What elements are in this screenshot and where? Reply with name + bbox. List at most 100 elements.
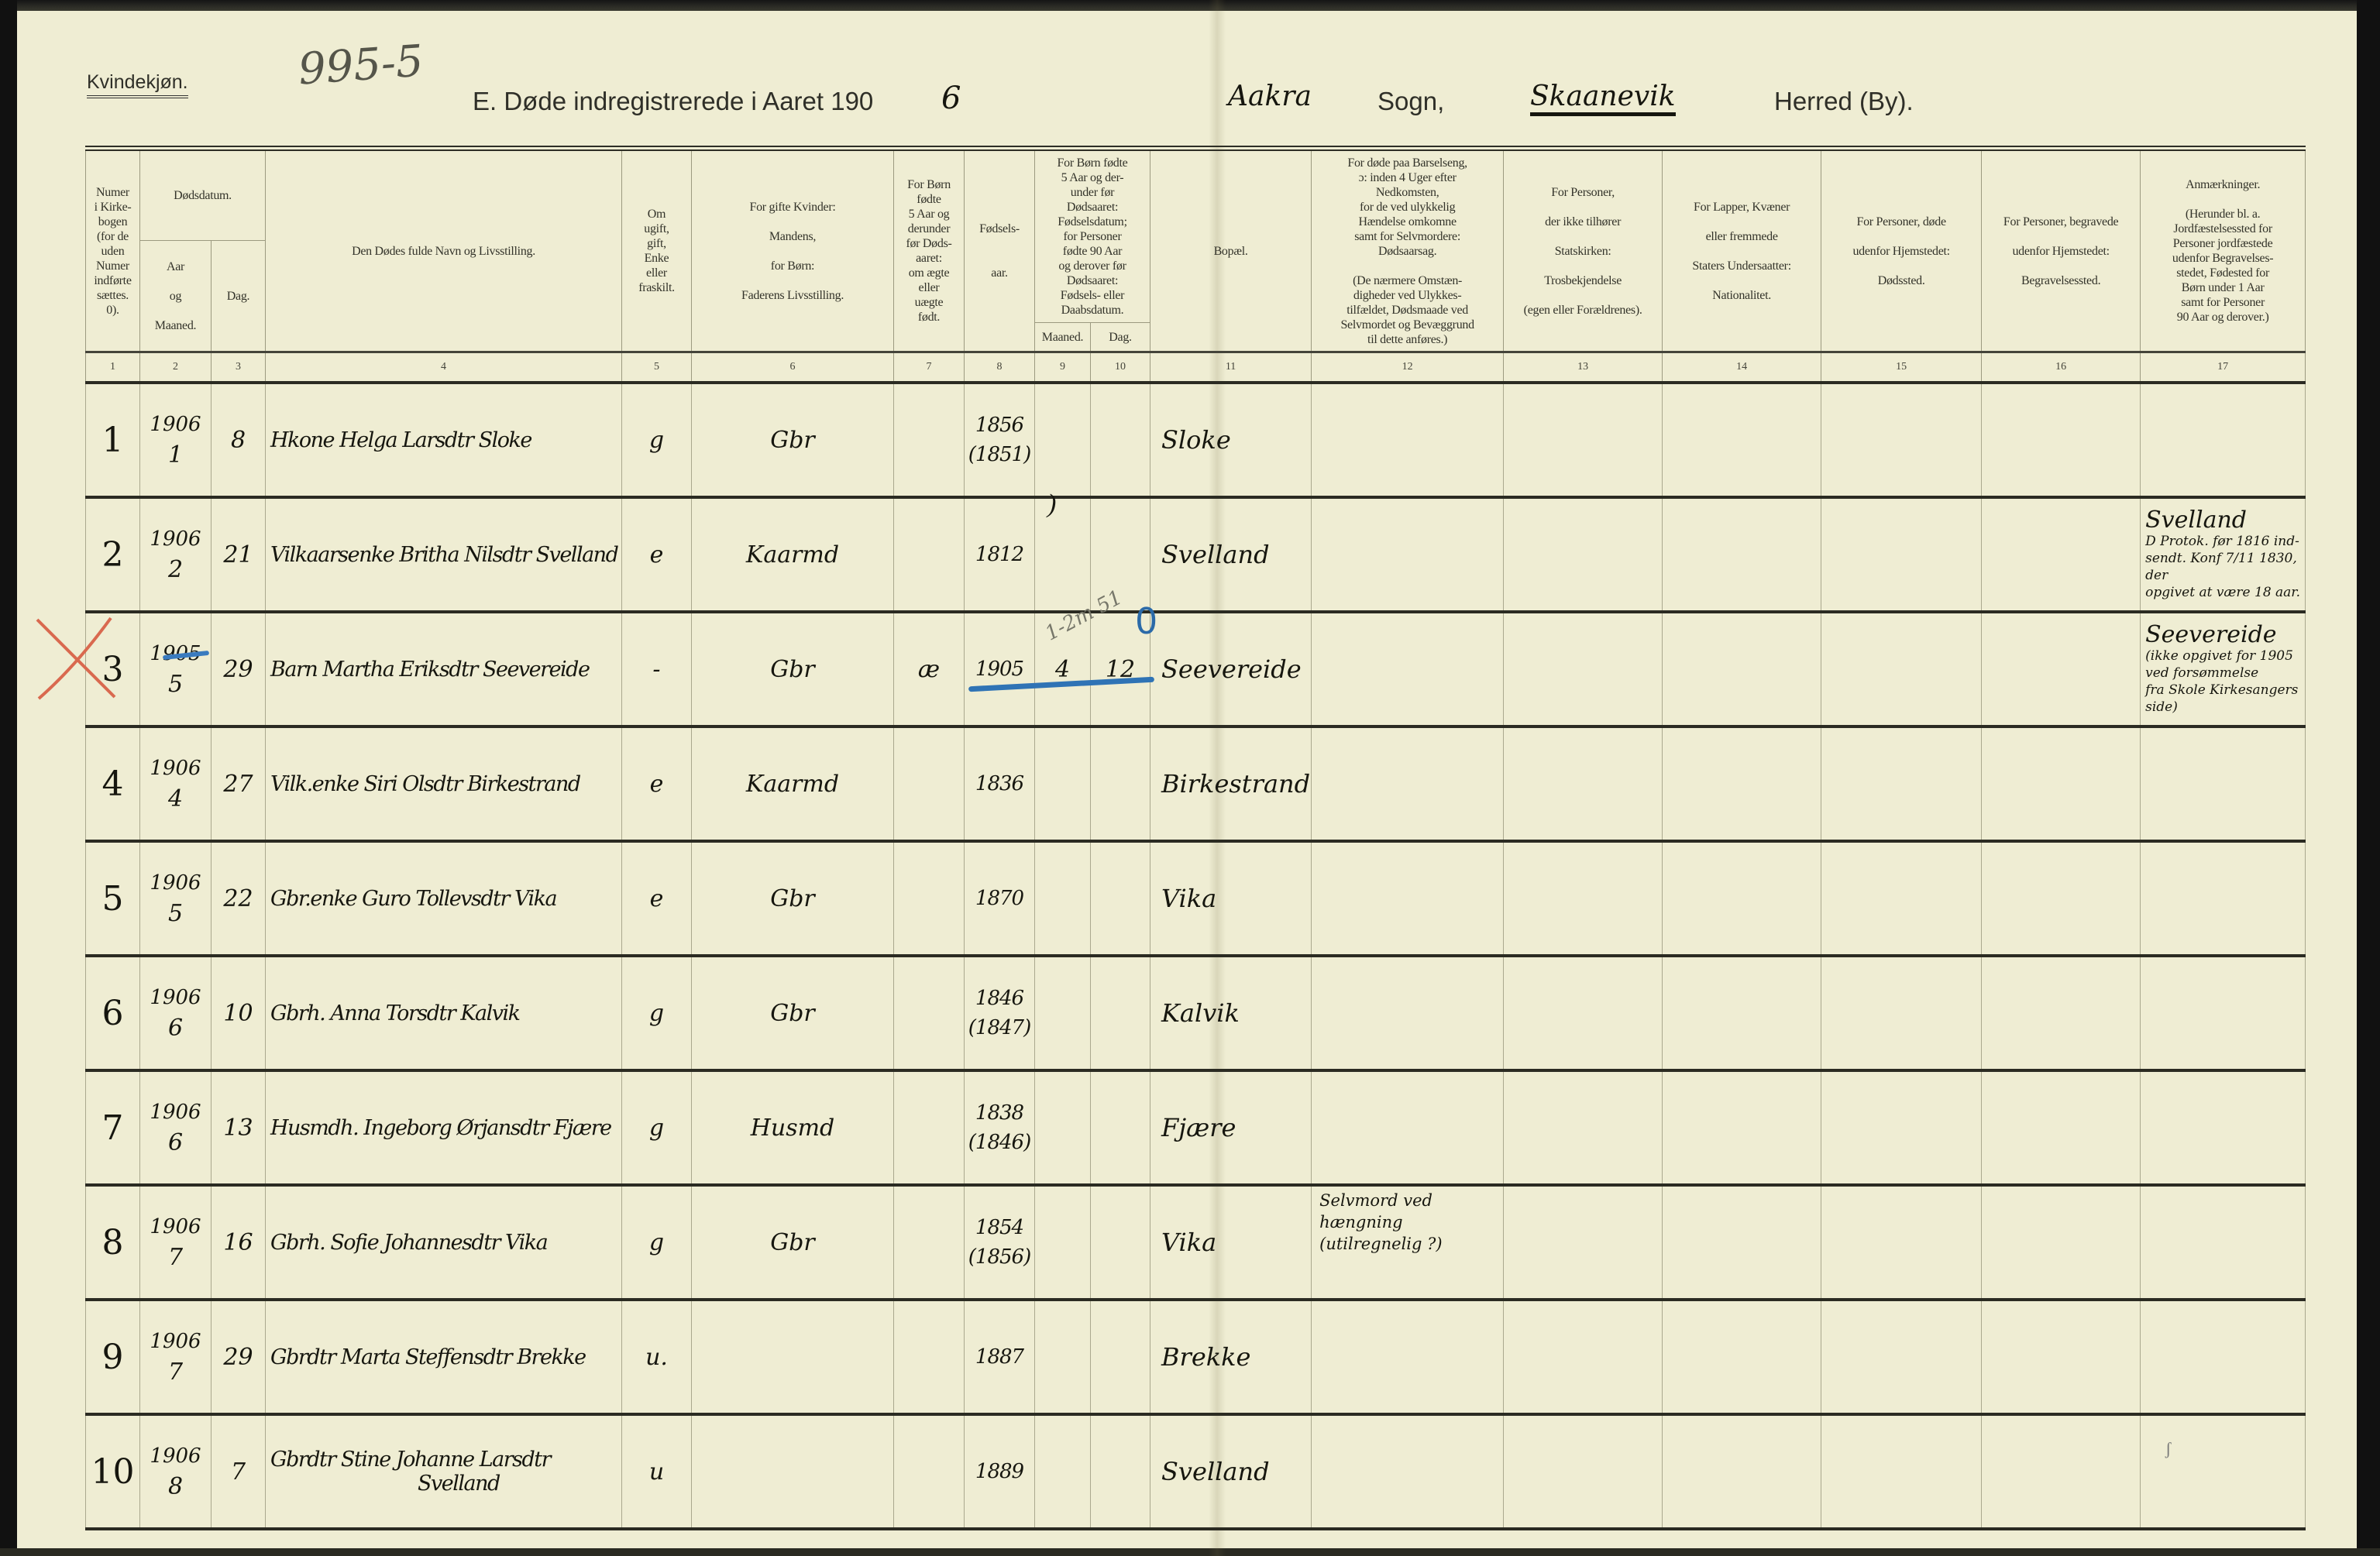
- child-birth-month: [1034, 1069, 1091, 1185]
- entry-number: 5: [85, 840, 140, 956]
- deceased-name: Gbrh. Sofie Johannesdtr Vika: [265, 1183, 622, 1300]
- birth-year-text: 1836: [975, 772, 1024, 795]
- deceased-name-text: Gbrdtr Marta Steffensdtr Brekke: [270, 1345, 586, 1369]
- entry-number-text: 2: [101, 534, 124, 575]
- death-month: 1: [167, 441, 184, 469]
- cause-of-death: [1311, 840, 1505, 956]
- sogn-label: Sogn,: [1377, 87, 1445, 115]
- cause-text: Selvmord ved hængning (utilregnelig ?): [1319, 1191, 1443, 1253]
- header-burial-place: For Personer, begravede udenfor Hjemsted…: [1981, 146, 2141, 352]
- entry-number: 7: [85, 1069, 140, 1185]
- deceased-name-text: Gbrdtr Stine Johanne Larsdtr: [270, 1448, 552, 1472]
- husband-father-occupation: Gbr: [691, 1183, 894, 1300]
- birth-year: 1870: [964, 840, 1035, 956]
- death-day: 29: [211, 610, 266, 726]
- residence: Brekke: [1149, 1298, 1312, 1414]
- death-day-text: 27: [223, 770, 253, 798]
- column-number: 5: [621, 351, 692, 383]
- marital-status: u: [621, 1413, 692, 1530]
- child-birth-day: [1090, 1069, 1150, 1185]
- child-birth-month: [1034, 725, 1091, 841]
- residence: Vika: [1149, 840, 1312, 956]
- birth-year: 1887: [964, 1298, 1035, 1414]
- remarks: [2140, 1183, 2306, 1300]
- birth-year-text: 1905: [975, 658, 1024, 681]
- child-birth-month: [1034, 496, 1091, 612]
- birth-year: 1889: [964, 1413, 1035, 1530]
- small-mark: ʃ: [2165, 1439, 2172, 1458]
- death-day: 10: [211, 954, 266, 1070]
- marital-status: e: [621, 840, 692, 956]
- religion: [1503, 1298, 1663, 1414]
- marital-status-text: e: [649, 541, 664, 568]
- header-cause-of-death: For døde paa Barselseng, ɔ: inden 4 Uger…: [1311, 146, 1505, 352]
- religion: [1503, 381, 1663, 497]
- residence: Birkestrand: [1149, 725, 1312, 841]
- birth-year-text: 1887: [975, 1345, 1024, 1369]
- place-of-death: [1821, 1298, 1983, 1414]
- column-number: 4: [265, 351, 622, 383]
- death-year-month: 1906 1: [139, 381, 212, 497]
- birth-year-alt: (1851): [968, 443, 1031, 466]
- cause-of-death: [1311, 496, 1505, 612]
- death-day: 21: [211, 496, 266, 612]
- birth-year-text: 1870: [975, 887, 1024, 910]
- death-year-month: 1906 7: [139, 1183, 212, 1300]
- entry-number: 3: [85, 610, 140, 726]
- remarks: [2140, 1069, 2306, 1185]
- birth-year-text: 1838: [975, 1101, 1024, 1125]
- legitimacy: æ: [893, 610, 965, 726]
- marital-status: e: [621, 725, 692, 841]
- deceased-name-text: Barn Martha Eriksdtr Seevereide: [270, 657, 590, 682]
- husband-father-occupation: Gbr: [691, 381, 894, 497]
- blue-mark: 0: [1135, 600, 1158, 642]
- table-row: 8 1906 7 16 Gbrh. Sofie Johannesdtr Vika g Gbr…: [85, 1183, 2306, 1300]
- religion: [1503, 1413, 1663, 1530]
- death-day-text: 22: [223, 884, 253, 912]
- cause-of-death: Selvmord ved hængning (utilregnelig ?): [1311, 1183, 1505, 1300]
- death-month: 7: [167, 1358, 184, 1386]
- column-number: 15: [1821, 351, 1983, 383]
- marital-status: g: [621, 954, 692, 1070]
- marital-status: e: [621, 496, 692, 612]
- remark-title: Svelland: [2145, 507, 2247, 534]
- death-day: 16: [211, 1183, 266, 1300]
- entry-number: 6: [85, 954, 140, 1070]
- death-day: 7: [211, 1413, 266, 1530]
- table-row: 4 1906 4 27 Vilk.enke Siri Olsdtr Birkestran…: [85, 725, 2306, 841]
- death-year: 1906: [150, 1215, 201, 1238]
- nationality: [1662, 840, 1822, 956]
- place-of-death: [1821, 1183, 1983, 1300]
- legitimacy: [893, 954, 965, 1070]
- remarks: [2140, 1298, 2306, 1414]
- table-row: 7 1906 6 13 Husmdh. Ingeborg Ørjansdtr Fjære…: [85, 1069, 2306, 1185]
- birth-year-text: 1854: [975, 1216, 1024, 1239]
- cause-of-death: [1311, 1069, 1505, 1185]
- table-row: 1 1906 1 8 Hkone Helga Larsdtr Sloke g Gbr 1856…: [85, 381, 2306, 497]
- death-year: 1906: [150, 871, 201, 895]
- residence: Fjære: [1149, 1069, 1312, 1185]
- table-row: 2 1906 2 21 Vilkaarsenke Britha Nilsdtr Svel…: [85, 496, 2306, 612]
- birth-year-text: 1812: [975, 543, 1024, 566]
- header-religion: For Personer, der ikke tilhører Statskir…: [1503, 146, 1663, 352]
- entry-number-text: 9: [101, 1337, 124, 1377]
- entry-number: 9: [85, 1298, 140, 1414]
- column-number: 1: [85, 351, 140, 383]
- header-residence: Bopæl.: [1149, 146, 1312, 352]
- child-birth-day: [1090, 381, 1150, 497]
- header-day: Dag.: [211, 240, 266, 352]
- deceased-name-text: Gbrh. Anna Torsdtr Kalvik: [270, 1001, 521, 1025]
- entry-number: 8: [85, 1183, 140, 1300]
- religion: [1503, 610, 1663, 726]
- death-month: 4: [167, 785, 184, 812]
- nationality: [1662, 1413, 1822, 1530]
- column-number: 12: [1311, 351, 1505, 383]
- death-year-month: 1906 8: [139, 1413, 212, 1530]
- deceased-name-text: Vilk.enke Siri Olsdtr Birkestrand: [270, 771, 581, 796]
- nationality: [1662, 954, 1822, 1070]
- marital-status: -: [621, 610, 692, 726]
- column-number: 8: [964, 351, 1035, 383]
- cause-of-death: [1311, 1298, 1505, 1414]
- occupation-text: Gbr: [770, 1228, 815, 1256]
- section-label: Kvindekjøn.: [87, 71, 188, 98]
